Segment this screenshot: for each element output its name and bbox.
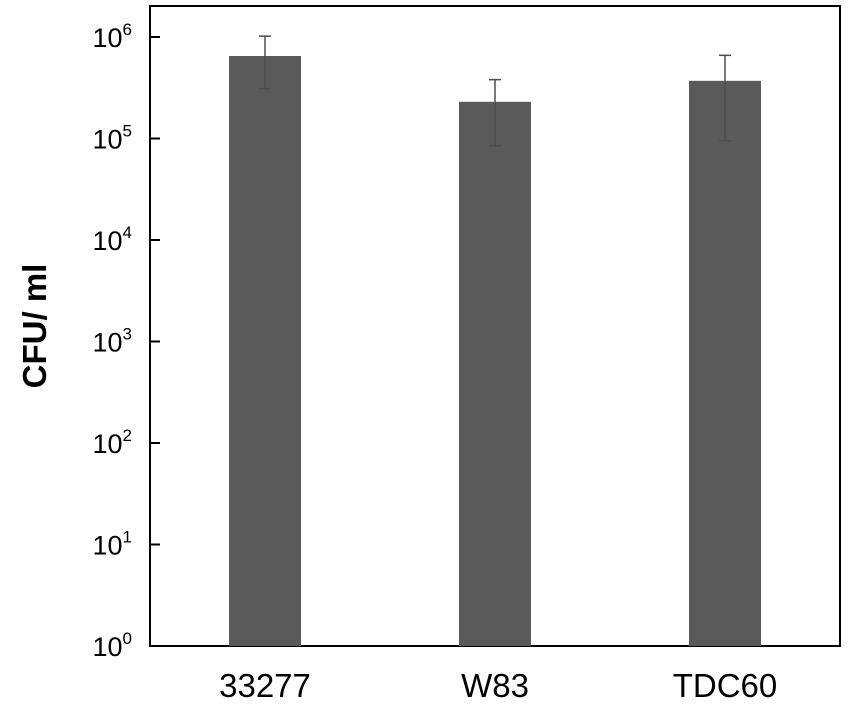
error-bar-33277 (259, 35, 271, 90)
bars-group (229, 55, 761, 647)
y-tick-label: 106 (92, 20, 132, 53)
y-tick-label: 100 (92, 629, 132, 662)
y-tick-label: 104 (92, 223, 132, 256)
x-tick-label-33277: 33277 (219, 667, 311, 704)
y-tick-label: 101 (92, 528, 132, 561)
bar-w83 (459, 101, 531, 647)
y-tick-label: 102 (92, 426, 132, 459)
bar-tdc60 (689, 80, 761, 647)
error-bars-group (259, 35, 731, 147)
x-axis-tick-labels: 33277 W83 TDC60 (219, 667, 777, 704)
y-tick-label: 103 (92, 325, 132, 358)
x-tick-label-tdc60: TDC60 (673, 667, 778, 704)
y-axis-ticks: 100 101 102 103 104 105 106 (92, 20, 160, 662)
y-tick-label: 105 (92, 122, 132, 155)
error-bar-w83 (489, 78, 501, 147)
x-tick-label-w83: W83 (461, 667, 529, 704)
y-axis-label: CFU/ ml (16, 264, 53, 389)
bar-33277 (229, 55, 301, 646)
error-bar-tdc60 (719, 54, 731, 142)
